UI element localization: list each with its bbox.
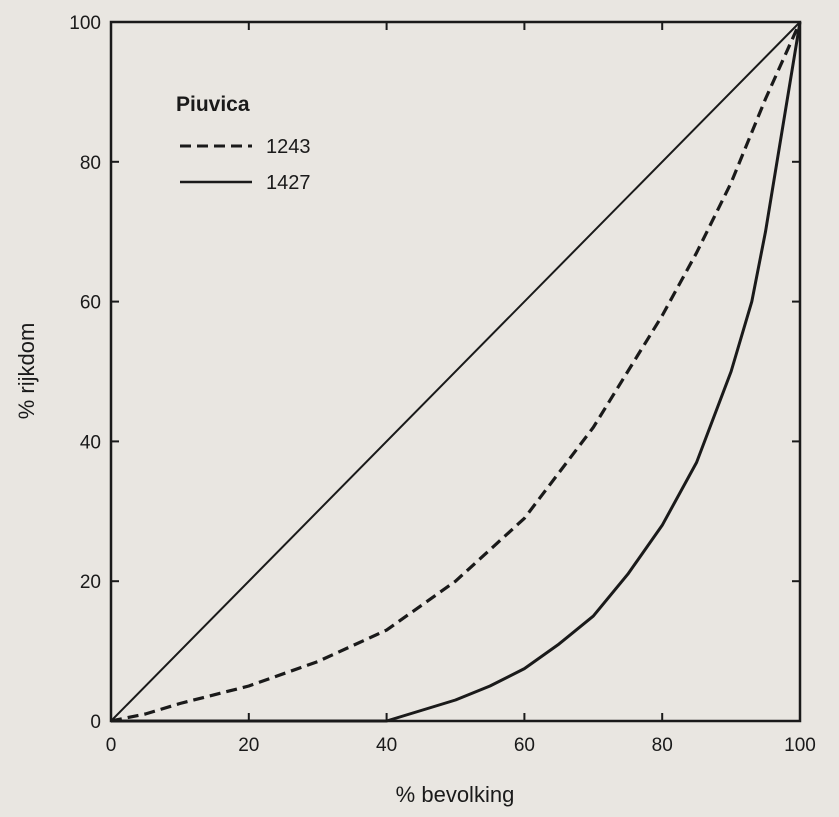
y-axis-label: % rijkdom	[14, 323, 39, 420]
series-layer	[110, 21, 802, 723]
legend-label-1427: 1427	[266, 172, 311, 194]
y-tick-label-100: 100	[69, 13, 101, 34]
x-tick-label-40: 40	[376, 735, 397, 756]
series-line-1243	[110, 21, 802, 723]
y-tick-label-20: 20	[80, 572, 101, 593]
x-tick-label-100: 100	[784, 735, 816, 756]
legend: Piuvica 1243 1427	[176, 93, 311, 194]
x-tick-label-80: 80	[652, 735, 673, 756]
y-tick-label-80: 80	[80, 153, 101, 174]
plot-frame	[109, 20, 802, 723]
x-tick-label-0: 0	[106, 735, 117, 756]
x-axis-label: % bevolking	[396, 782, 515, 807]
y-tick-label-0: 0	[90, 712, 101, 733]
legend-title: Piuvica	[176, 93, 250, 116]
y-tick-label-40: 40	[80, 432, 101, 453]
x-tick-label-60: 60	[514, 735, 535, 756]
equality-line	[110, 21, 801, 722]
series-line-1427	[111, 21, 802, 723]
legend-label-1243: 1243	[266, 136, 311, 158]
y-tick-label-60: 60	[80, 293, 101, 314]
x-tick-label-20: 20	[238, 735, 259, 756]
